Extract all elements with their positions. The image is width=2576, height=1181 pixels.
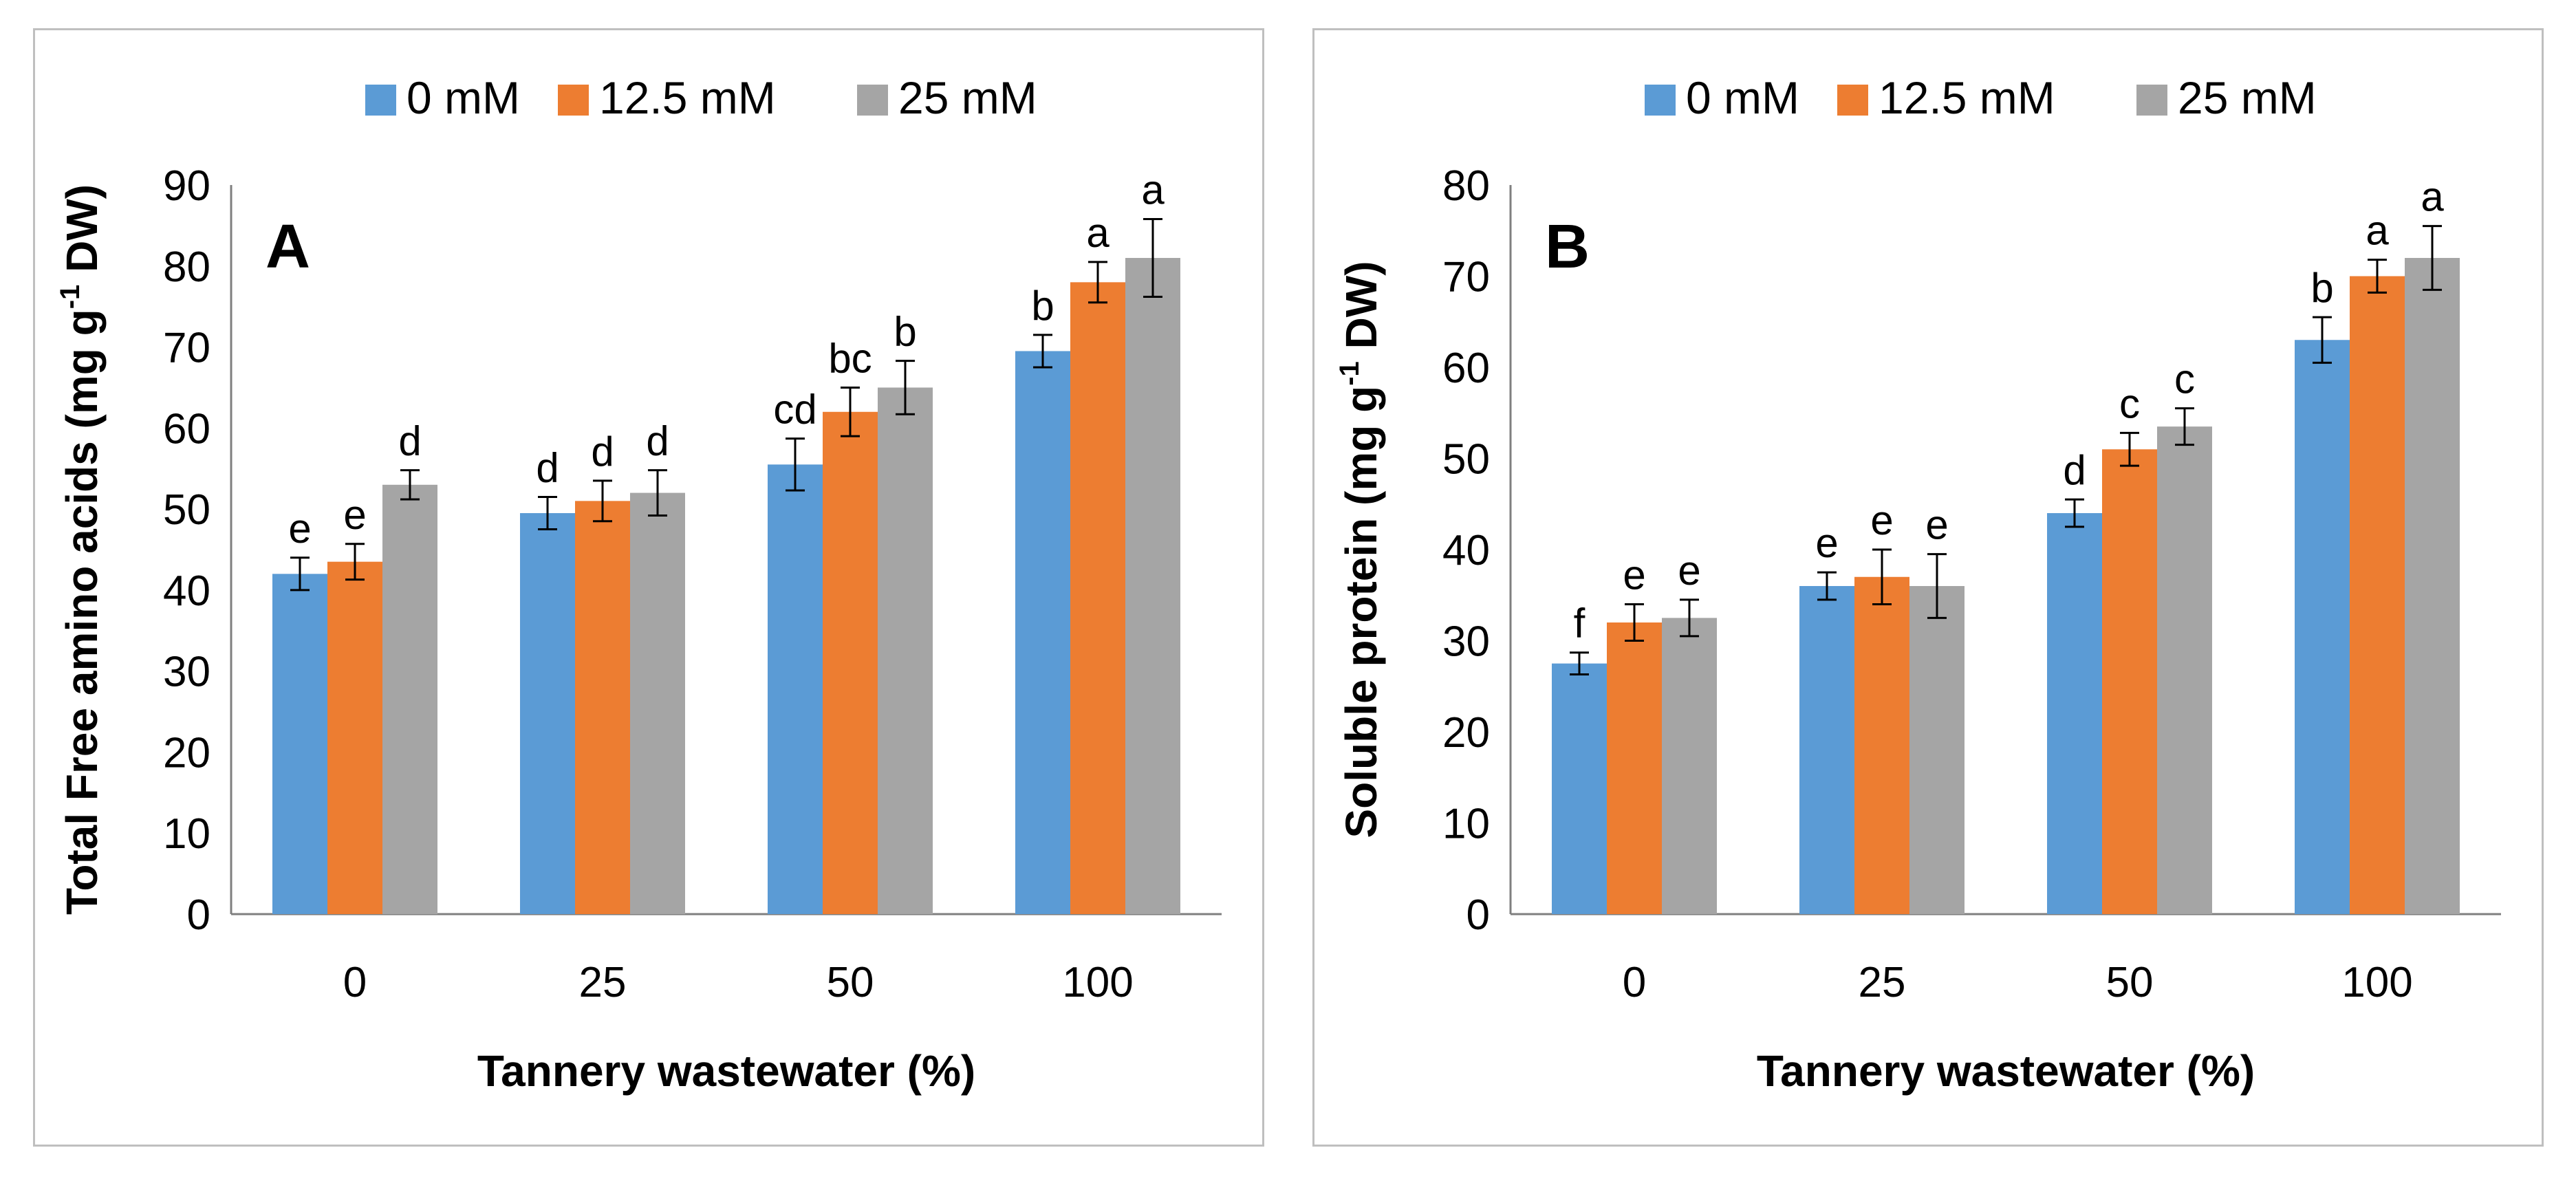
panel-label: B bbox=[1545, 213, 1590, 281]
significance-letter: c bbox=[2119, 380, 2140, 426]
y-tick-label: 80 bbox=[163, 243, 210, 291]
y-tick-label: 90 bbox=[163, 162, 210, 210]
x-tick-label: 25 bbox=[579, 959, 627, 1006]
legend-swatch bbox=[365, 85, 396, 116]
bar bbox=[1607, 622, 1662, 914]
significance-letter: bc bbox=[828, 335, 872, 381]
y-tick-label: 40 bbox=[163, 567, 210, 615]
y-tick-label: 80 bbox=[1442, 162, 1490, 210]
bar bbox=[1909, 586, 1965, 914]
legend-swatch bbox=[2136, 85, 2167, 116]
significance-letter: e bbox=[343, 492, 366, 538]
bar bbox=[630, 492, 685, 914]
x-tick-label: 0 bbox=[1623, 959, 1646, 1006]
x-tick-label: 50 bbox=[2106, 959, 2154, 1006]
y-tick-label: 30 bbox=[163, 649, 210, 696]
x-tick-label: 25 bbox=[1859, 959, 1906, 1006]
significance-letter: d bbox=[2063, 447, 2086, 493]
significance-letter: e bbox=[1623, 552, 1645, 598]
legend-swatch bbox=[1645, 85, 1676, 116]
significance-letter: e bbox=[1925, 502, 1948, 548]
y-tick-label: 10 bbox=[163, 810, 210, 858]
bar bbox=[1854, 576, 1909, 914]
legend-label: 0 mM bbox=[407, 72, 520, 123]
y-tick-label: 50 bbox=[163, 486, 210, 534]
y-tick-label: 60 bbox=[1442, 345, 1490, 392]
bar bbox=[327, 561, 382, 914]
significance-letter: d bbox=[398, 418, 421, 464]
significance-letter: a bbox=[2366, 208, 2389, 254]
bar bbox=[2102, 449, 2157, 914]
bar bbox=[2350, 276, 2405, 914]
bar bbox=[1799, 586, 1854, 914]
bar bbox=[382, 484, 437, 914]
significance-letter: d bbox=[646, 418, 669, 464]
y-tick-label: 50 bbox=[1442, 436, 1490, 484]
chart-panel-a: 0 10 20 30 40 50 60 70 80 90 e e d 0 d d d 25 cd bc b 50 b a a 10… bbox=[33, 28, 1264, 1147]
y-axis-title: Total Free amino acids (mg g-1 DW) bbox=[55, 184, 107, 915]
panel-label: A bbox=[266, 213, 310, 281]
bar bbox=[878, 387, 933, 914]
bar bbox=[2047, 513, 2102, 914]
bar bbox=[1070, 282, 1125, 914]
significance-letter: d bbox=[536, 444, 559, 490]
bar bbox=[2405, 258, 2460, 914]
legend-label: 25 mM bbox=[2178, 72, 2317, 123]
y-tick-label: 20 bbox=[163, 729, 210, 777]
significance-letter: c bbox=[2174, 356, 2195, 402]
legend-label: 12.5 mM bbox=[1879, 72, 2055, 123]
x-tick-label: 0 bbox=[343, 959, 367, 1006]
bar bbox=[272, 574, 327, 914]
significance-letter: d bbox=[591, 429, 614, 475]
bar bbox=[823, 411, 878, 914]
x-axis-title: Tannery wastewater (%) bbox=[477, 1046, 975, 1096]
bar bbox=[1662, 618, 1717, 914]
y-tick-label: 70 bbox=[163, 325, 210, 372]
x-axis-title: Tannery wastewater (%) bbox=[1757, 1046, 2255, 1096]
significance-letter: e bbox=[1678, 548, 1700, 594]
x-tick-label: 100 bbox=[1062, 959, 1133, 1006]
y-tick-label: 0 bbox=[187, 891, 210, 939]
y-tick-label: 40 bbox=[1442, 527, 1490, 574]
legend-label: 0 mM bbox=[1686, 72, 1799, 123]
y-tick-label: 10 bbox=[1442, 801, 1490, 848]
bar bbox=[1125, 258, 1180, 914]
significance-letter: e bbox=[288, 506, 311, 552]
chart-panel-b: 0 10 20 30 40 50 60 70 80 f e e 0 e e e 25 d c c 50 b a a 100 Tan… bbox=[1312, 28, 2544, 1147]
legend-swatch bbox=[857, 85, 888, 116]
bar bbox=[1015, 351, 1070, 914]
y-tick-label: 60 bbox=[163, 405, 210, 453]
y-tick-label: 0 bbox=[1466, 891, 1490, 939]
significance-letter: b bbox=[1031, 283, 1054, 329]
significance-letter: b bbox=[894, 309, 916, 355]
bar bbox=[1552, 663, 1607, 914]
significance-letter: b bbox=[2310, 265, 2333, 311]
significance-letter: f bbox=[1574, 600, 1585, 647]
bar bbox=[2295, 340, 2350, 914]
legend-label: 25 mM bbox=[898, 72, 1037, 123]
x-tick-label: 50 bbox=[827, 959, 874, 1006]
legend-swatch bbox=[558, 85, 589, 116]
significance-letter: a bbox=[1141, 166, 1165, 213]
significance-letter: a bbox=[1086, 210, 1110, 256]
legend-label: 12.5 mM bbox=[599, 72, 776, 123]
y-tick-label: 30 bbox=[1442, 618, 1490, 666]
bar bbox=[575, 501, 630, 914]
bar bbox=[2157, 426, 2212, 914]
significance-letter: cd bbox=[773, 387, 816, 433]
significance-letter: a bbox=[2421, 174, 2444, 220]
legend-swatch bbox=[1837, 85, 1868, 116]
y-tick-label: 70 bbox=[1442, 254, 1490, 301]
significance-letter: e bbox=[1815, 520, 1838, 566]
y-tick-label: 20 bbox=[1442, 709, 1490, 757]
y-axis-title: Soluble protein (mg g-1 DW) bbox=[1334, 261, 1386, 838]
bar bbox=[768, 464, 823, 914]
significance-letter: e bbox=[1870, 497, 1893, 543]
x-tick-label: 100 bbox=[2341, 959, 2412, 1006]
bar bbox=[520, 513, 575, 914]
